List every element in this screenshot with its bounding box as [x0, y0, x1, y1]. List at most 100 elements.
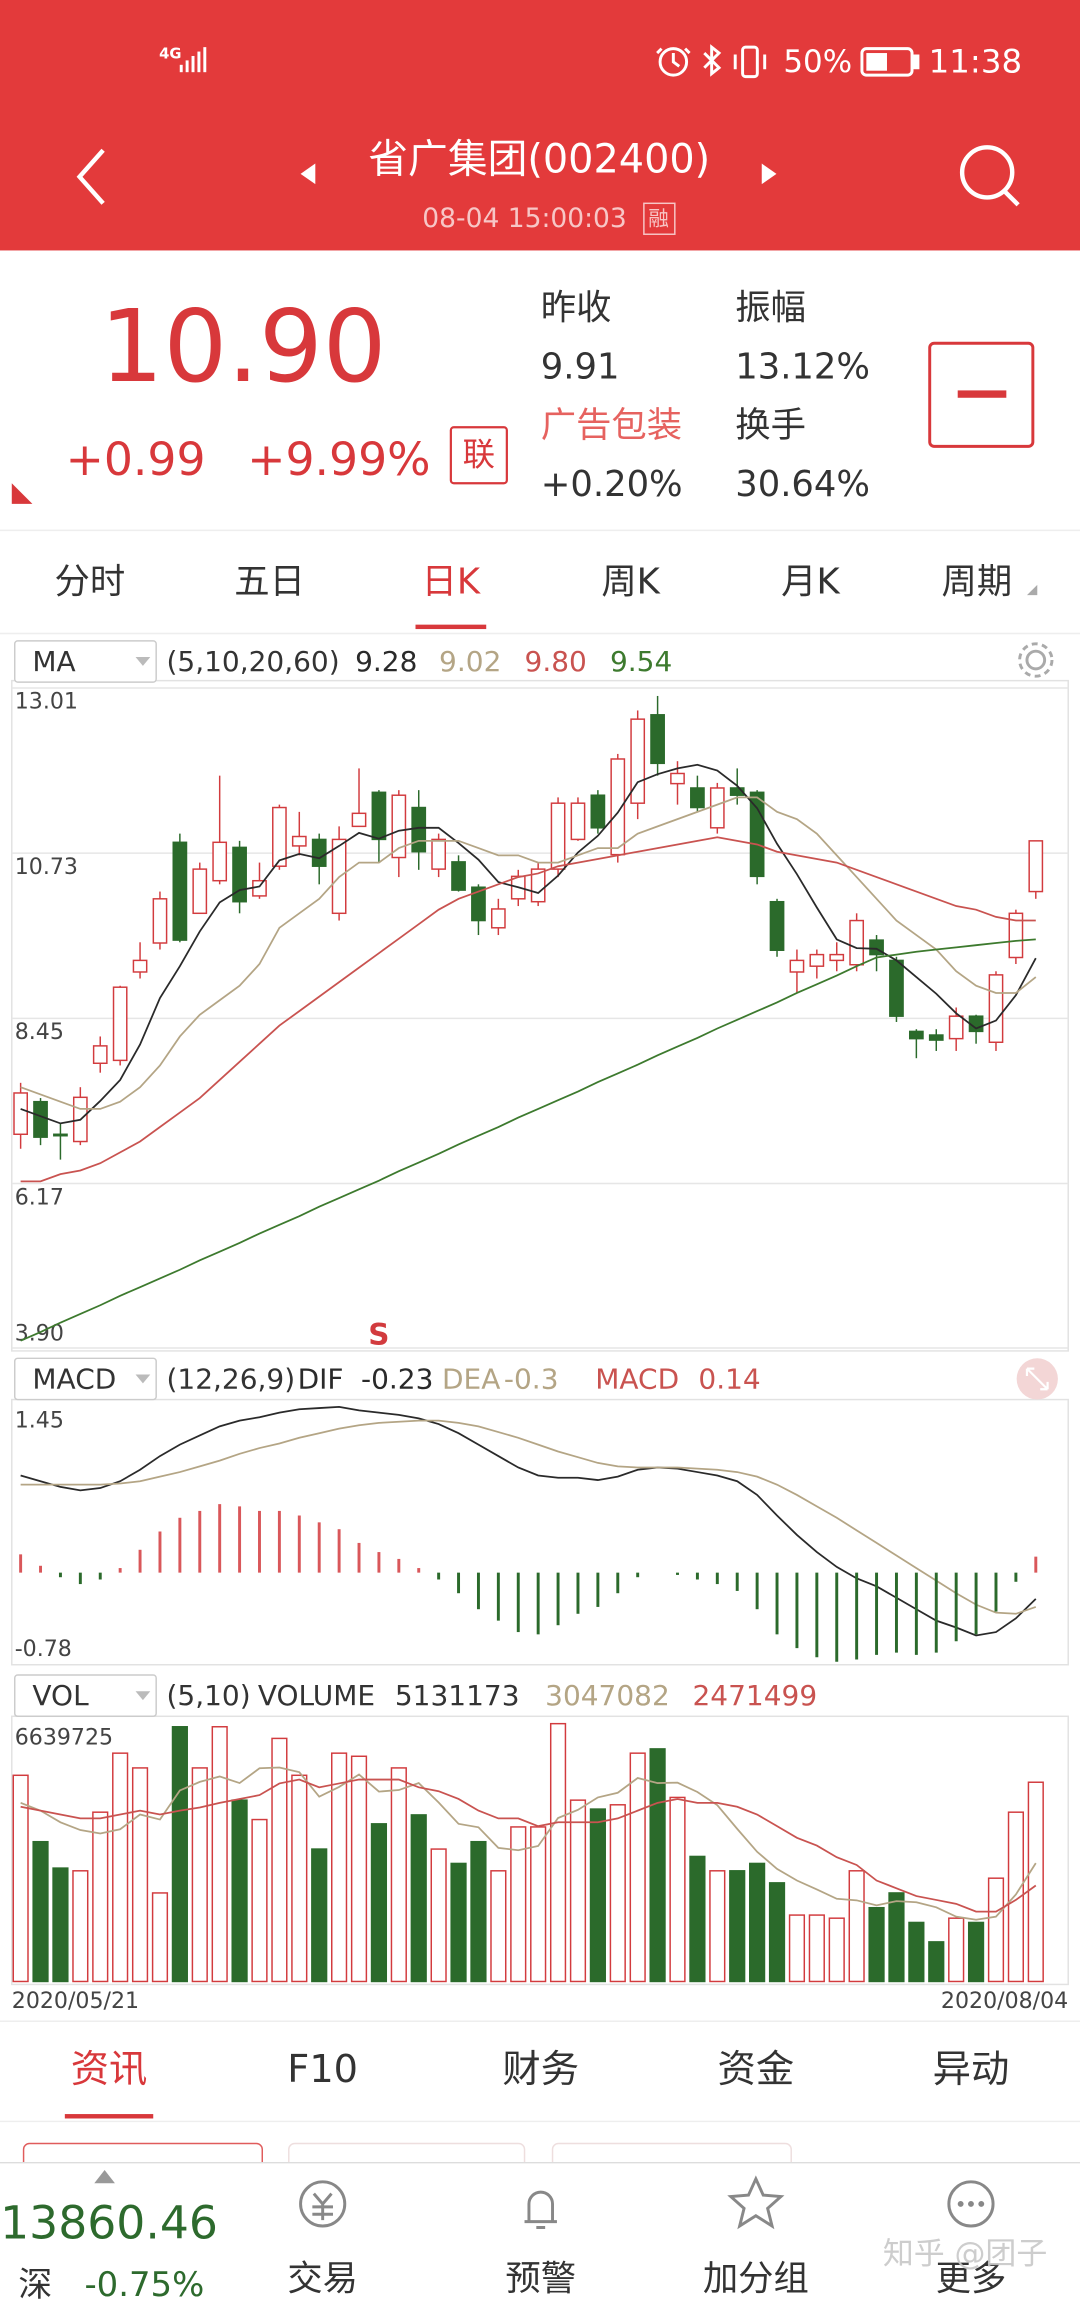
bottom-tab[interactable]: 财务 — [502, 2047, 579, 2092]
y-tick-label: 1.45 — [15, 1408, 64, 1434]
candle-body — [670, 772, 685, 785]
legend-item: MACD — [595, 1362, 679, 1395]
legend-item: DEA — [442, 1362, 500, 1395]
volume-bar — [948, 1917, 965, 1983]
volume-bar — [430, 1848, 447, 1983]
tab[interactable]: 月K — [781, 561, 840, 602]
volume-bar — [112, 1752, 129, 1983]
watermark: 知乎 @团子 — [883, 2236, 1047, 2272]
link[interactable]: 联 — [463, 436, 495, 474]
dropdown-arrow — [135, 1374, 151, 1384]
candle-body — [650, 714, 665, 765]
candle-body — [192, 868, 208, 915]
indicator-params: (12,26,9) — [166, 1362, 295, 1395]
volume-bar — [251, 1818, 268, 1983]
volume-bar — [92, 1811, 109, 1983]
candle-body — [530, 868, 546, 903]
indicator-select[interactable] — [13, 1674, 157, 1718]
more-dots — [957, 2200, 985, 2207]
bottom-tab[interactable]: 资金 — [718, 2047, 795, 2092]
battery-level — [866, 53, 887, 71]
nav-item[interactable]: 更多 — [936, 2259, 1007, 2300]
volume-bar — [271, 1737, 288, 1983]
bottom-tab[interactable]: F10 — [287, 2047, 358, 2092]
candle-body — [92, 1045, 108, 1065]
link-box[interactable] — [449, 426, 508, 485]
volume-bar — [350, 1755, 368, 1983]
indicator-name[interactable]: MA — [32, 645, 75, 678]
candle-body — [749, 791, 765, 878]
candle-body — [33, 1100, 48, 1138]
candle-body — [928, 1034, 944, 1041]
volume-bar — [788, 1914, 806, 1983]
price: 10.90 — [100, 288, 387, 405]
time: 11:38 — [929, 42, 1022, 80]
next-stock[interactable] — [761, 163, 777, 185]
candle-body — [769, 900, 785, 951]
nav-item[interactable]: 交易 — [287, 2259, 358, 2300]
badge-box — [643, 202, 676, 235]
candle-body — [729, 787, 745, 796]
volume-bar — [211, 1726, 228, 1983]
tab[interactable]: 日K — [422, 561, 481, 602]
change: +0.99 — [66, 433, 206, 486]
macd-panel — [11, 1398, 1069, 1666]
sector-label[interactable]: 广告包装 — [541, 405, 682, 446]
volume-bar — [689, 1855, 706, 1983]
indicator-select[interactable] — [13, 1357, 157, 1401]
volume-bar — [12, 1774, 29, 1983]
nav-item[interactable]: 加分组 — [703, 2259, 809, 2300]
volume-bar — [390, 1767, 407, 1983]
indicator-line — [20, 836, 1036, 1183]
nav-item[interactable]: 预警 — [505, 2259, 576, 2300]
candle-body — [411, 806, 427, 853]
indicator-select[interactable] — [13, 640, 157, 683]
expand-icon[interactable] — [1016, 1358, 1058, 1400]
index-value[interactable]: 13860.46 — [0, 2197, 218, 2250]
y-tick-label: 8.45 — [15, 1019, 64, 1045]
expand-arrow[interactable] — [94, 2170, 115, 2184]
bottom-tab[interactable]: 资讯 — [71, 2047, 148, 2092]
candle-body — [630, 718, 646, 804]
bottom-tab[interactable]: 异动 — [933, 2047, 1010, 2092]
dropdown-arrow — [1026, 584, 1038, 596]
back-button[interactable] — [76, 148, 105, 205]
volume-bar — [828, 1917, 845, 1983]
volume-bar — [191, 1767, 208, 1983]
volume-bar — [510, 1826, 527, 1983]
volume-bar — [530, 1826, 547, 1983]
candle-body — [570, 802, 586, 841]
volume-bar — [848, 1870, 865, 1983]
stat-label: 换手 — [735, 405, 806, 446]
indicator-name[interactable]: MACD — [32, 1362, 116, 1395]
settings-icon[interactable] — [1018, 642, 1054, 678]
prev-stock[interactable] — [300, 163, 316, 185]
tab-underline — [64, 2114, 154, 2119]
change-pct: +9.99% — [247, 433, 430, 486]
tab[interactable]: 分时 — [55, 561, 126, 602]
nav: 交易 预警 加分组 更多 — [287, 2259, 1006, 2300]
candle-body — [431, 838, 447, 870]
y-tick-label: 6639725 — [15, 1724, 113, 1750]
y-tick-label: 13.01 — [15, 689, 78, 715]
search-button[interactable] — [959, 145, 1020, 207]
status-icons — [656, 44, 920, 79]
volume-bar — [888, 1892, 905, 1983]
candle-body — [13, 1092, 28, 1136]
legend-item: 0.14 — [698, 1362, 760, 1395]
indicator-line — [20, 796, 1037, 1110]
bottom-tabs: 资讯 F10 财务 资金 异动 — [64, 2047, 1010, 2119]
x-tick-label: 2020/05/21 — [12, 1988, 139, 2014]
tab[interactable]: 五日 — [234, 561, 305, 602]
indicator-name[interactable]: VOL — [32, 1679, 89, 1712]
tab-underline — [415, 624, 487, 630]
volume-bar — [768, 1882, 786, 1983]
stat-value: 30.64% — [735, 464, 870, 505]
volume-bar — [72, 1870, 89, 1983]
tab[interactable]: 周期 — [942, 561, 1013, 602]
legend-item: 3047082 — [545, 1679, 670, 1712]
candle-body — [451, 861, 466, 891]
tab[interactable]: 周K — [601, 561, 660, 602]
